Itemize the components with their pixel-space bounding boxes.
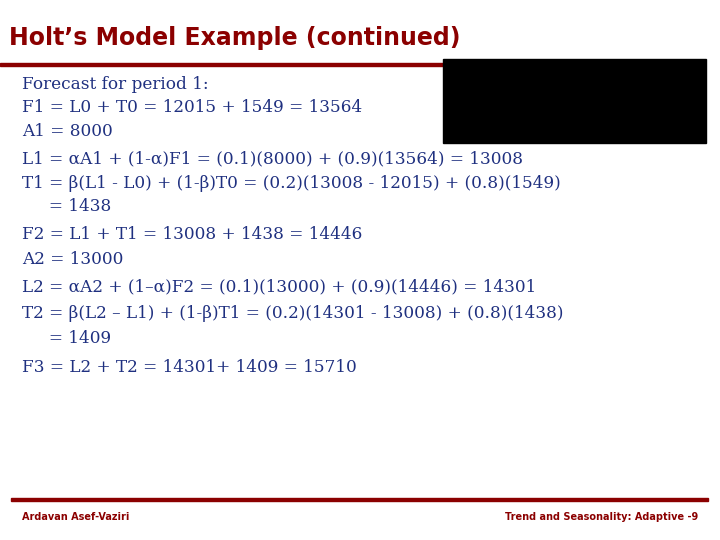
Text: A2 = 13000: A2 = 13000 xyxy=(22,251,123,268)
Text: L2 = αA2 + (1–α)F2 = (0.1)(13000) + (0.9)(14446) = 14301: L2 = αA2 + (1–α)F2 = (0.1)(13000) + (0.9… xyxy=(22,278,536,295)
Text: F1 = L0 + T0 = 12015 + 1549 = 13564: F1 = L0 + T0 = 12015 + 1549 = 13564 xyxy=(22,99,362,117)
Bar xyxy=(0,63,562,66)
Text: T2 = β(L2 – L1) + (1-β)T1 = (0.2)(14301 - 13008) + (0.8)(1438): T2 = β(L2 – L1) + (1-β)T1 = (0.2)(14301 … xyxy=(22,305,563,322)
Text: = 1409: = 1409 xyxy=(22,329,111,347)
Text: Holt’s Model Example (continued): Holt’s Model Example (continued) xyxy=(9,26,460,50)
Bar xyxy=(443,59,706,143)
Text: F3 = L2 + T2 = 14301+ 1409 = 15710: F3 = L2 + T2 = 14301+ 1409 = 15710 xyxy=(22,359,356,376)
Text: A1 = 8000: A1 = 8000 xyxy=(22,123,112,140)
Text: Ardavan Asef-Vaziri: Ardavan Asef-Vaziri xyxy=(22,512,129,522)
Text: = 1438: = 1438 xyxy=(22,198,111,215)
Text: Trend and Seasonality: Adaptive -9: Trend and Seasonality: Adaptive -9 xyxy=(505,512,698,522)
Text: T1 = β(L1 - L0) + (1-β)T0 = (0.2)(13008 - 12015) + (0.8)(1549): T1 = β(L1 - L0) + (1-β)T0 = (0.2)(13008 … xyxy=(22,175,560,192)
Text: F2 = L1 + T1 = 13008 + 1438 = 14446: F2 = L1 + T1 = 13008 + 1438 = 14446 xyxy=(22,226,362,243)
Bar xyxy=(11,498,708,501)
Text: Forecast for period 1:: Forecast for period 1: xyxy=(22,76,208,93)
Text: L1 = αA1 + (1-α)F1 = (0.1)(8000) + (0.9)(13564) = 13008: L1 = αA1 + (1-α)F1 = (0.1)(8000) + (0.9)… xyxy=(22,150,523,167)
